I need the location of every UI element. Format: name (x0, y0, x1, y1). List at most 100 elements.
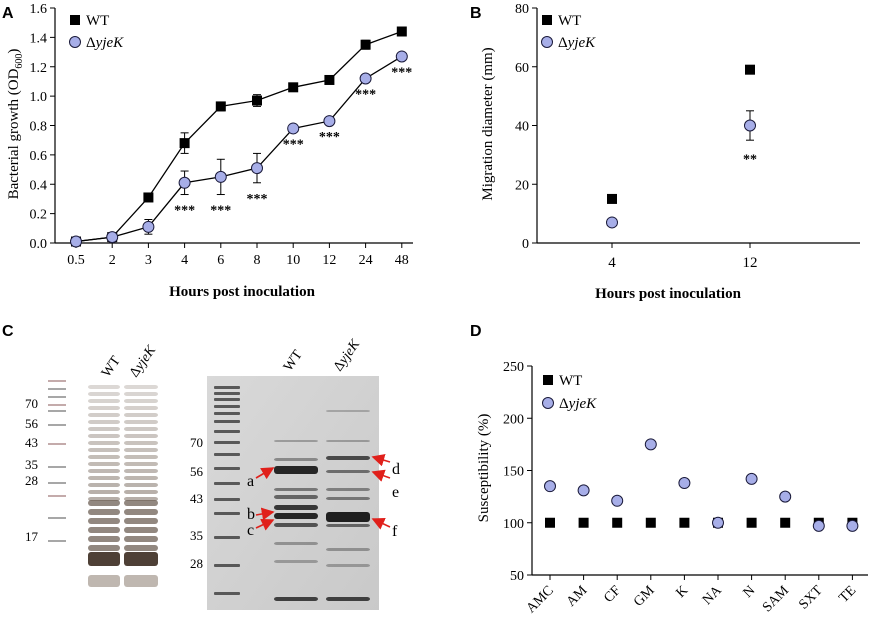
y-tick-label: 150 (503, 465, 524, 480)
wt-data-point (396, 26, 407, 37)
gel-band (88, 420, 120, 424)
gel-band (124, 500, 158, 506)
gel-band (274, 440, 318, 442)
mutant-data-point (712, 516, 724, 529)
y-tick-label: 1.4 (30, 31, 48, 46)
gel-band (124, 413, 158, 417)
band-e-arrow (371, 469, 391, 482)
ladder-band (214, 564, 240, 567)
gel-band (326, 440, 370, 442)
gel-2-marker-label: 70 (190, 435, 203, 450)
x-tick-label: N (741, 583, 759, 601)
legend-mutant-label: ΔyjeK (86, 35, 124, 51)
panel-b-x-axis-label: Hours post inoculation (595, 286, 742, 302)
ladder-band (48, 404, 66, 406)
gel-band (124, 476, 158, 480)
y-tick-label: 1.0 (30, 90, 48, 105)
ladder-band (48, 466, 66, 468)
x-tick-label: AM (564, 583, 591, 610)
mutant-data-point (611, 494, 624, 507)
gel-band (274, 488, 318, 491)
wt-data-point (607, 193, 617, 204)
y-tick-label: 0 (522, 237, 529, 252)
wt-data-point (645, 517, 656, 528)
gel-1-marker-label: 56 (25, 416, 39, 431)
ladder-band (214, 512, 240, 515)
mutant-data-point (606, 216, 618, 229)
legend-wt-label: WT (86, 13, 109, 29)
gel-2-ladder-lane (214, 386, 240, 595)
gel-band (124, 536, 158, 542)
ladder-band (48, 380, 66, 382)
gel-band (124, 420, 158, 424)
panel-b-legend: WT ΔyjeK (541, 13, 596, 51)
ladder-band (214, 386, 240, 389)
gel-band (274, 560, 318, 563)
ladder-band (214, 430, 240, 433)
legend-wt-label: WT (559, 373, 582, 389)
mutant-data-point (745, 472, 758, 485)
y-tick-label: 0.4 (30, 178, 48, 193)
ladder-band (214, 498, 240, 501)
x-tick-label: 4 (181, 253, 188, 268)
ladder-band (214, 482, 240, 485)
x-tick-label: 8 (254, 253, 261, 268)
ladder-band (214, 420, 240, 423)
band-d-arrow (371, 454, 391, 467)
wt-data-point (745, 64, 755, 75)
wt-data-point (143, 192, 154, 203)
legend-mutant-label: ΔyjeK (558, 35, 596, 51)
y-tick-label: 50 (510, 569, 524, 584)
mutant-data-point (359, 72, 372, 85)
x-tick-label: 2 (109, 253, 116, 268)
wt-data-point (780, 517, 791, 528)
x-tick-label: 12 (743, 255, 758, 271)
wt-data-point (360, 39, 371, 50)
x-tick-label: TE (837, 583, 860, 606)
wt-data-point (545, 517, 555, 528)
x-tick-label: 3 (145, 253, 152, 268)
gel-band (124, 469, 158, 473)
gel-band (274, 458, 318, 461)
band-label-d: d (392, 461, 400, 478)
gel-band (124, 434, 158, 438)
gel-2: WT ΔyjeK 70 56 43 35 28 a b c d e f (190, 337, 400, 610)
ladder-band (48, 495, 66, 497)
gel-2-lane-label-wt: WT (281, 347, 306, 374)
band-label-c: c (247, 522, 254, 539)
gel-band (274, 513, 318, 519)
x-tick-label: 24 (359, 253, 373, 268)
mutant-data-point (70, 235, 82, 248)
x-tick-label: CF (601, 583, 624, 606)
gel-1-marker-label: 70 (25, 396, 38, 411)
wt-data-point (215, 101, 226, 112)
gel-band (88, 469, 120, 473)
gel-band (124, 385, 158, 389)
gel-band (124, 518, 158, 524)
gel-band (274, 505, 318, 510)
panel-a-y-axis-label: Bacterial growth (OD600) (6, 49, 25, 200)
gel-band (88, 527, 120, 533)
gel-band (124, 483, 158, 487)
wt-data-point (179, 138, 190, 149)
gel-2-wt-lane (274, 440, 318, 601)
gel-band (274, 495, 318, 499)
gel-band (326, 410, 370, 412)
gel-2-marker-label: 28 (190, 556, 203, 571)
gel-band (124, 406, 158, 410)
wt-data-point (288, 82, 299, 93)
panel-d: D Susceptibility (%) 50 100 150 200 250 AMC A… (470, 323, 868, 616)
significance-label: *** (247, 192, 268, 207)
gel-band (88, 545, 120, 551)
gel-band (274, 597, 318, 601)
gel-band (124, 399, 158, 403)
gel-2-lane-label-mutant: ΔyjeK (331, 337, 364, 375)
gel-band (124, 455, 158, 459)
mutant-data-point (644, 438, 657, 451)
band-label-a: a (247, 473, 254, 490)
y-tick-label: 1.2 (30, 61, 48, 76)
gel-band (124, 575, 158, 587)
y-tick-label: 80 (515, 2, 529, 17)
ladder-band (48, 540, 66, 542)
x-tick-label: 48 (395, 253, 409, 268)
